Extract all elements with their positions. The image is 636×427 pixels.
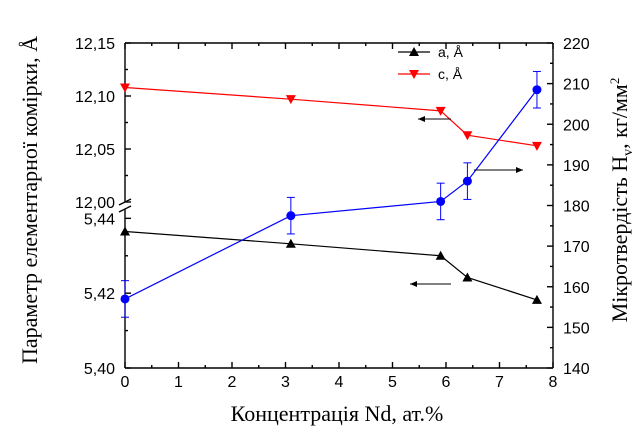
right-y-tick-label: 210 bbox=[563, 77, 590, 94]
y-axis-title-right-subscript: v bbox=[621, 149, 636, 156]
y-axis-title-right: Мікротвердість Hv, кг/мм2 bbox=[607, 78, 636, 323]
series-1 bbox=[120, 226, 542, 304]
arrow-head bbox=[418, 116, 425, 122]
series-line bbox=[124, 230, 538, 301]
series-line bbox=[124, 89, 538, 300]
triangle-down-marker bbox=[462, 131, 473, 141]
circle-marker bbox=[436, 196, 446, 206]
triangle-up-marker bbox=[435, 250, 446, 260]
legend-entry: c, Å bbox=[398, 66, 463, 82]
x-tick-label: 4 bbox=[335, 374, 344, 391]
triangle-up-marker bbox=[120, 226, 130, 236]
left-y-tick-label-lower: 5,40 bbox=[84, 361, 115, 378]
x-tick-label: 3 bbox=[281, 374, 290, 391]
legend: a, Å c, Å bbox=[398, 44, 464, 82]
right-y-tick-label: 140 bbox=[563, 361, 590, 378]
y-axis-title-right-unit: , кг/мм bbox=[607, 84, 632, 149]
x-tick-label: 0 bbox=[121, 374, 130, 391]
right-y-tick-label: 200 bbox=[563, 117, 590, 134]
left-y-tick-label-lower: 5,44 bbox=[84, 211, 115, 228]
arrow-head bbox=[410, 281, 417, 287]
right-y-tick-label: 180 bbox=[563, 199, 590, 216]
x-tick-label: 1 bbox=[174, 374, 183, 391]
hardness-series-axis-arrow bbox=[474, 167, 523, 173]
series-3 bbox=[120, 70, 542, 318]
right-y-tick-label: 160 bbox=[563, 280, 590, 297]
x-tick-label: 5 bbox=[388, 374, 397, 391]
triangle-down-marker bbox=[285, 95, 296, 105]
left-y-tick-label-upper: 12,10 bbox=[75, 89, 115, 106]
right-y-tick-label: 220 bbox=[563, 36, 590, 53]
legend-label: c, Å bbox=[438, 66, 463, 82]
triangle-down-marker bbox=[409, 70, 419, 79]
legend-entry: a, Å bbox=[398, 44, 464, 60]
triangle-down-marker bbox=[531, 141, 542, 151]
left-y-tick-label-upper: 12,15 bbox=[75, 36, 115, 53]
series-2 bbox=[120, 83, 542, 151]
series-line bbox=[124, 86, 538, 147]
left-y-tick-label-lower: 5,42 bbox=[84, 286, 115, 303]
arrow-head bbox=[516, 167, 523, 173]
triangle-up-marker bbox=[531, 294, 542, 304]
y-axis-title-right-main: Мікротвердість H bbox=[607, 156, 632, 323]
x-axis-title: Концентрація Nd, ат.% bbox=[231, 401, 444, 426]
left-y-tick-label-upper: 12,05 bbox=[75, 142, 115, 159]
circle-marker bbox=[532, 85, 542, 95]
triangle-up-marker bbox=[285, 238, 296, 248]
right-y-tick-label: 150 bbox=[563, 320, 590, 337]
a-series-axis-arrow bbox=[410, 281, 451, 287]
axis-break-mark-lower bbox=[118, 205, 132, 213]
triangle-up-marker bbox=[462, 272, 473, 282]
x-tick-label: 2 bbox=[228, 374, 237, 391]
triangle-down-marker bbox=[435, 106, 446, 116]
series-layer bbox=[120, 70, 542, 318]
circle-marker bbox=[462, 176, 472, 186]
legend-label: a, Å bbox=[438, 44, 464, 60]
right-y-tick-label: 170 bbox=[563, 239, 590, 256]
triangle-up-marker bbox=[409, 47, 419, 56]
x-tick-label: 6 bbox=[442, 374, 451, 391]
right-y-tick-label: 190 bbox=[563, 158, 590, 175]
y-axis-title-right-superscript: 2 bbox=[607, 78, 622, 85]
c-series-axis-arrow bbox=[418, 116, 451, 122]
plot-axes: 0 1 2 3 4 5 6 7 8 12,15 12,10 12,05 12,005,44 5,42 5,4… bbox=[75, 36, 590, 391]
y-axis-title-left: Параметр елементарної комірки, Å bbox=[17, 36, 42, 364]
axis-indicator-arrows bbox=[410, 116, 523, 287]
left-y-tick-label-upper: 12,00 bbox=[75, 195, 115, 212]
triangle-down-marker bbox=[120, 83, 130, 93]
circle-marker bbox=[286, 211, 296, 221]
circle-marker bbox=[120, 294, 130, 304]
x-tick-label: 8 bbox=[549, 374, 558, 391]
x-tick-label: 7 bbox=[495, 374, 504, 391]
